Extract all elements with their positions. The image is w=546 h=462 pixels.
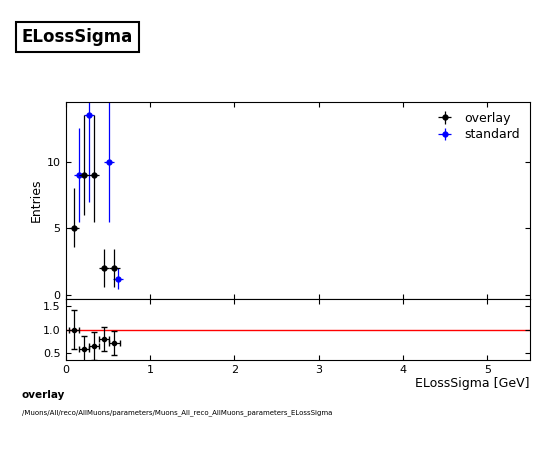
Text: /Muons/All/reco/AllMuons/parameters/Muons_All_reco_AllMuons_parameters_ELossSigm: /Muons/All/reco/AllMuons/parameters/Muon… [22,409,332,416]
Text: ELossSigma [GeV]: ELossSigma [GeV] [415,377,530,389]
Legend: overlay, standard: overlay, standard [431,108,524,145]
Text: ELossSigma: ELossSigma [22,28,133,46]
Text: overlay: overlay [22,390,65,401]
Y-axis label: Entries: Entries [29,178,43,222]
